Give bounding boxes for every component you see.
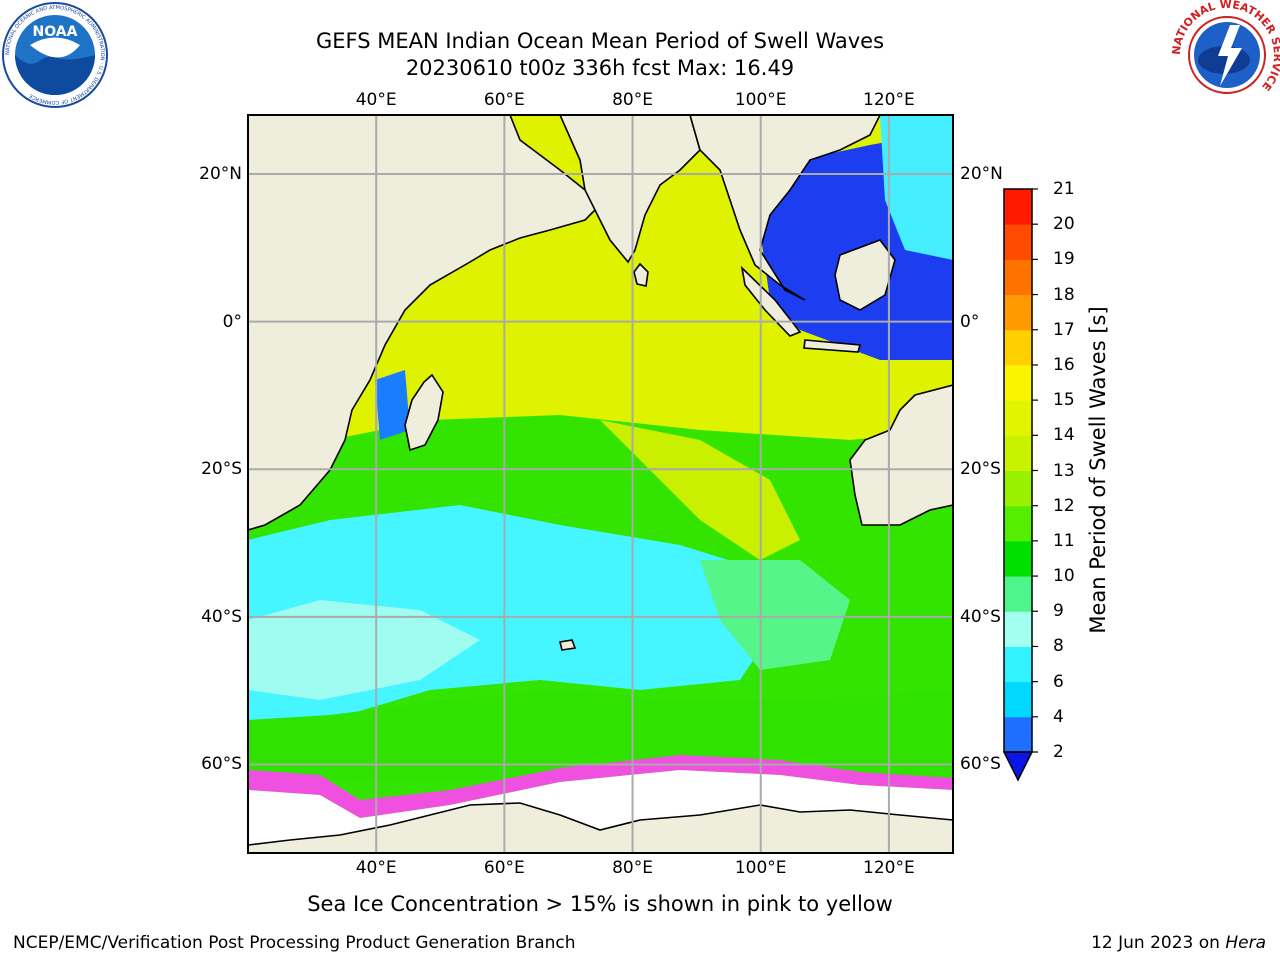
map-field — [248, 115, 953, 853]
lon-tick-top-4: 120°E — [863, 90, 915, 110]
colorbar — [1002, 188, 1038, 782]
run-host: Hera — [1225, 933, 1266, 953]
lat-tick-left-3: 40°S — [201, 606, 242, 627]
swell-band-mint — [700, 560, 850, 670]
colorbar-tick-6: 11 — [1053, 530, 1075, 551]
colorbar-tick-2: 6 — [1053, 671, 1064, 692]
colorbar-segment-3 — [1004, 611, 1032, 647]
colorbar-tick-4: 9 — [1053, 601, 1064, 622]
land-indochina — [689, 115, 881, 301]
lat-tick-right-3: 40°S — [960, 606, 1001, 627]
lat-tick-right-1: 0° — [960, 311, 980, 332]
colorbar-segment-8 — [1004, 435, 1032, 471]
colorbar-tick-0: 2 — [1053, 742, 1064, 762]
land-java — [803, 339, 862, 353]
run-date-text: 12 Jun 2023 on — [1091, 933, 1220, 953]
noaa-logo: NOAA NATIONAL OCEANIC AND ATMOSPHERIC AD… — [2, 2, 108, 108]
colorbar-segment-15 — [1004, 189, 1032, 225]
graticule — [248, 115, 953, 853]
landmasses — [248, 115, 953, 853]
chart-title: GEFS MEAN Indian Ocean Mean Period of Sw… — [315, 29, 885, 53]
sea-ice-footnote: Sea Ice Concentration > 15% is shown in … — [307, 892, 893, 916]
map-frame — [247, 114, 954, 854]
colorbar-segment-0 — [1004, 716, 1032, 753]
noaa-wordmark: NOAA — [33, 24, 78, 40]
lon-tick-bottom-0: 40°E — [355, 858, 397, 878]
swell-band-yellow-tongue — [600, 420, 800, 560]
colorbar-tick-16: 21 — [1053, 179, 1075, 199]
sea-ice-edge — [248, 755, 953, 818]
lat-tick-right-4: 60°S — [960, 754, 1001, 775]
colorbar-segment-13 — [1004, 259, 1032, 296]
colorbar-tick-15: 20 — [1053, 214, 1075, 235]
colorbar-segment-6 — [1004, 505, 1032, 542]
swell-band-light-cyan — [248, 600, 480, 700]
colorbar-tick-7: 12 — [1053, 495, 1075, 516]
land-borneo — [834, 239, 896, 311]
colorbar-segment-10 — [1004, 364, 1032, 401]
lon-tick-bottom-3: 100°E — [734, 858, 787, 878]
lat-tick-left-1: 0° — [222, 311, 242, 332]
lat-tick-right-0: 20°N — [960, 164, 1003, 185]
run-date: 12 Jun 2023 on Hera — [1091, 933, 1266, 953]
colorbar-segment-5 — [1004, 540, 1032, 577]
chart-subtitle: 20230610 t00z 336h fcst Max: 16.49 — [405, 56, 795, 80]
colorbar-tick-11: 16 — [1053, 354, 1075, 375]
lat-tick-left-0: 20°N — [199, 164, 242, 185]
colorbar-tick-13: 18 — [1053, 284, 1075, 305]
lon-tick-bottom-2: 80°E — [612, 858, 653, 878]
colorbar-tick-9: 14 — [1053, 425, 1075, 446]
lon-tick-bottom-4: 120°E — [863, 858, 915, 878]
land-madagascar — [404, 373, 444, 452]
colorbar-tick-8: 13 — [1053, 460, 1075, 481]
lat-tick-left-4: 60°S — [201, 754, 242, 775]
lon-tick-bottom-1: 60°E — [483, 858, 525, 878]
colorbar-segment-7 — [1004, 470, 1032, 507]
lon-tick-top-1: 60°E — [483, 90, 525, 110]
colorbar-tick-3: 8 — [1053, 636, 1064, 657]
lat-tick-right-2: 20°S — [960, 459, 1001, 480]
land-africa-arabia — [248, 115, 602, 531]
colorbar-segment-14 — [1004, 224, 1032, 260]
mozambique-channel — [375, 370, 410, 440]
colorbar-tick-1: 4 — [1053, 706, 1064, 727]
colorbar-under-extension — [1002, 751, 1034, 782]
colorbar-segment-4 — [1004, 576, 1032, 612]
land-sri-lanka — [633, 262, 649, 287]
indonesian-seas-cyan — [880, 115, 953, 260]
credit-text: NCEP/EMC/Verification Post Processing Pr… — [13, 933, 576, 953]
colorbar-tick-12: 17 — [1053, 319, 1075, 340]
swell-band-south — [248, 690, 953, 780]
colorbar-label: Mean Period of Swell Waves [s] — [1086, 306, 1110, 634]
land-sumatra — [740, 265, 802, 337]
colorbar-tick-10: 15 — [1053, 390, 1075, 411]
colorbar-tick-5: 10 — [1053, 566, 1075, 587]
lon-tick-top-3: 100°E — [734, 90, 787, 110]
land-kerguelen — [559, 639, 577, 651]
land-australia — [849, 384, 953, 526]
colorbar-segment-11 — [1004, 329, 1032, 366]
colorbar-segment-1 — [1004, 681, 1032, 718]
colorbar-segment-12 — [1004, 294, 1032, 331]
colorbar-segment-2 — [1004, 646, 1032, 683]
lon-tick-top-2: 80°E — [612, 90, 653, 110]
lon-tick-top-0: 40°E — [355, 90, 397, 110]
land-antarctica — [248, 802, 953, 853]
lat-tick-left-2: 20°S — [201, 459, 242, 480]
colorbar-segment-9 — [1004, 400, 1032, 436]
nws-logo: NATIONAL WEATHER SERVICE — [1172, 0, 1280, 108]
colorbar-tick-14: 19 — [1053, 249, 1075, 270]
